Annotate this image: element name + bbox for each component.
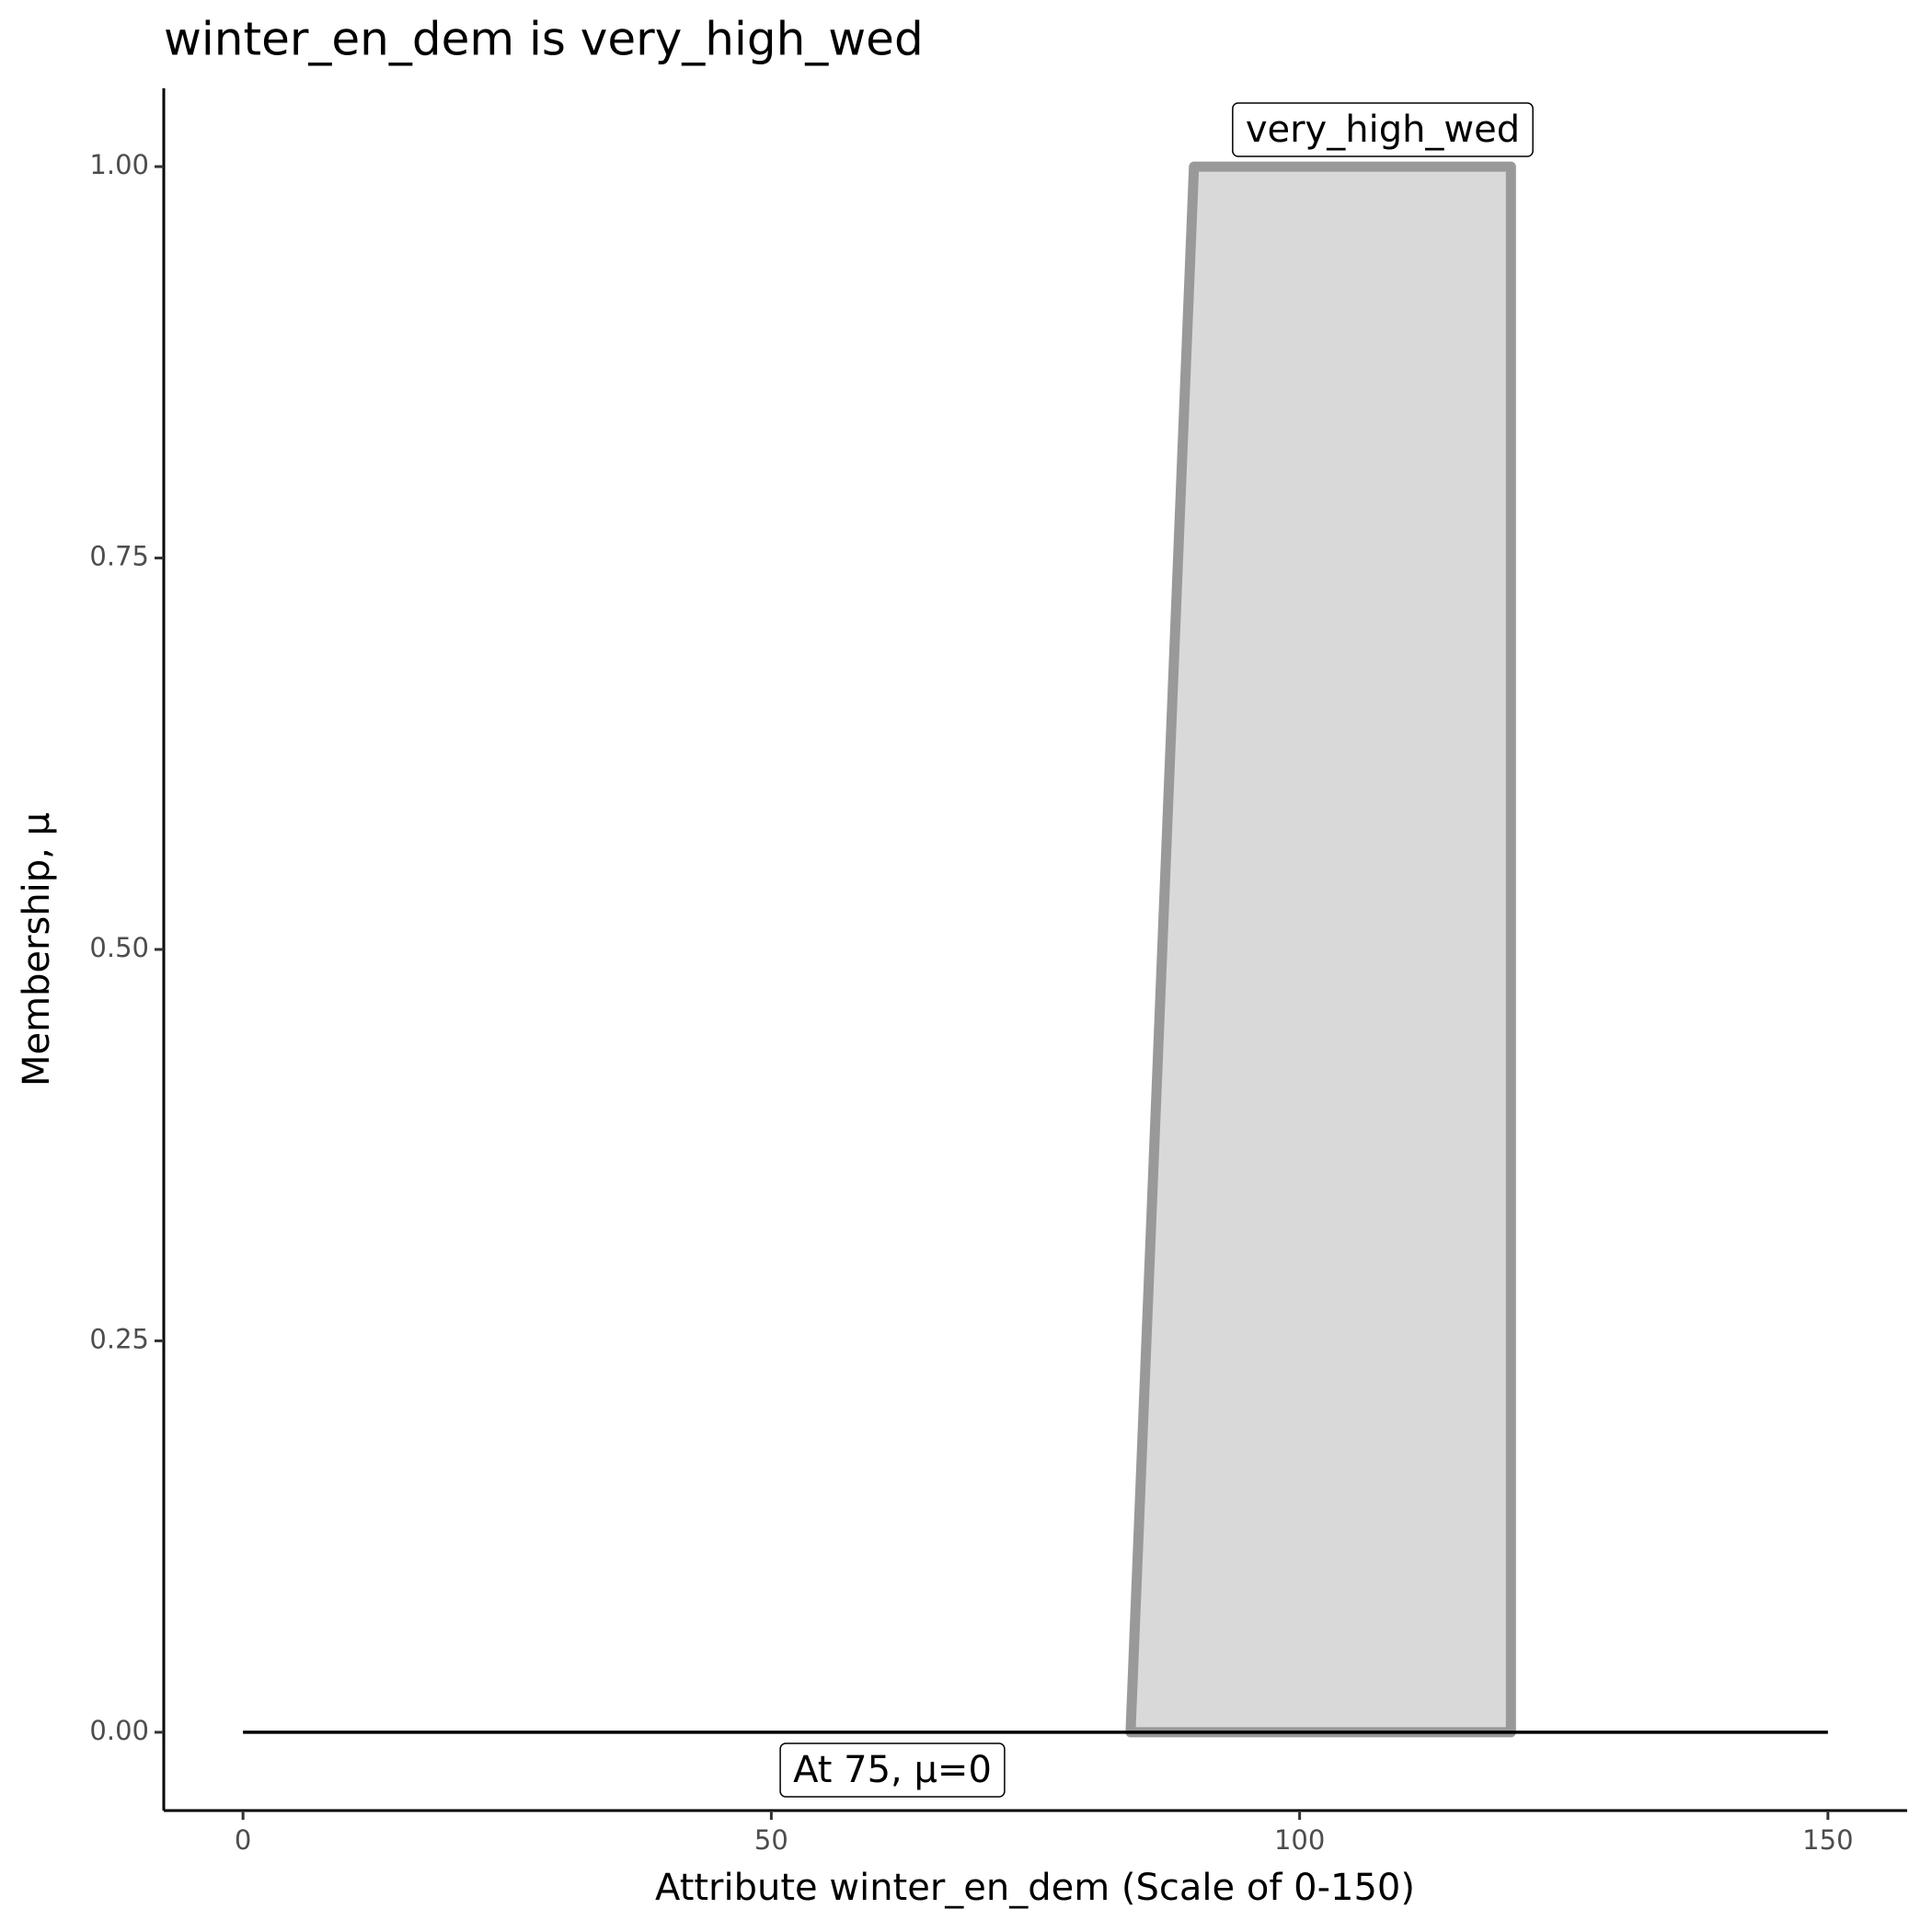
- annotation-label: very_high_wed: [1246, 109, 1520, 151]
- y-tick-label: 0.50: [89, 932, 149, 963]
- annotation: very_high_wed: [1232, 102, 1534, 157]
- annotation-label: At 75, μ=0: [793, 1749, 992, 1791]
- annotation-box: [1232, 102, 1534, 157]
- annotation-box: [779, 1742, 1006, 1798]
- annotation: At 75, μ=0: [779, 1742, 1006, 1798]
- y-tick-label: 1.00: [89, 149, 149, 180]
- x-axis-title: Attribute winter_en_dem (Scale of 0-150): [655, 1867, 1415, 1909]
- membership-area: [1125, 161, 1516, 1738]
- x-tick-label: 150: [1802, 1824, 1853, 1856]
- y-axis-title: Membership, μ: [16, 812, 58, 1087]
- x-tick-label: 50: [754, 1824, 788, 1856]
- chart-title: winter_en_dem is very_high_wed: [164, 13, 924, 66]
- x-tick-label: 100: [1274, 1824, 1325, 1856]
- y-tick-label: 0.25: [89, 1323, 149, 1354]
- y-tick-label: 0.00: [89, 1715, 149, 1746]
- y-tick-label: 0.75: [89, 541, 149, 572]
- x-tick-label: 0: [235, 1824, 251, 1856]
